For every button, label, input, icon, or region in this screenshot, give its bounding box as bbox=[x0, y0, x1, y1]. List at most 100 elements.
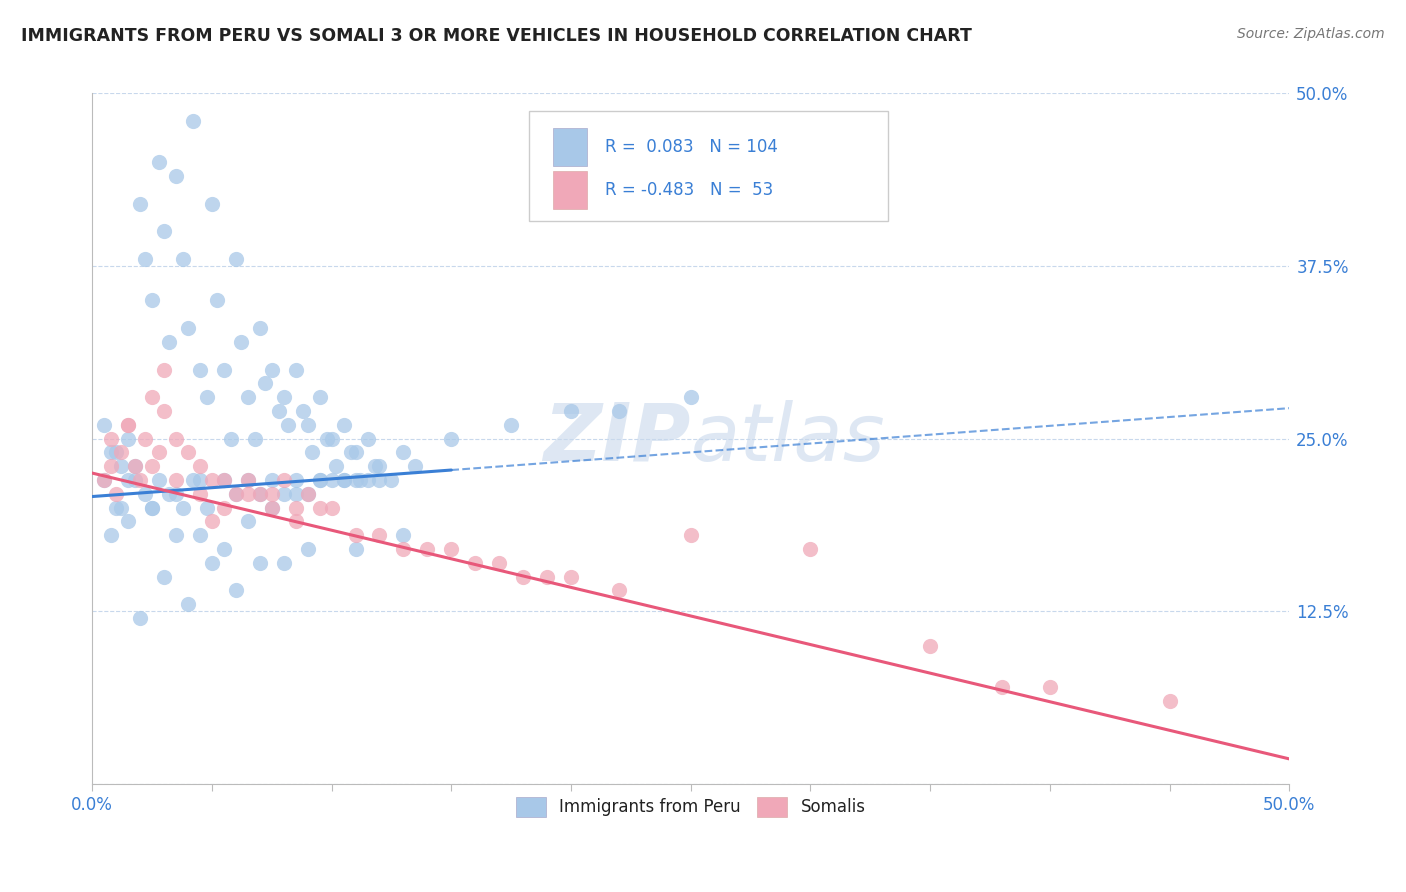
Point bbox=[188, 362, 211, 376]
Point bbox=[165, 528, 187, 542]
Point bbox=[153, 404, 176, 418]
Point bbox=[165, 473, 187, 487]
Point bbox=[679, 390, 702, 404]
Point bbox=[219, 432, 242, 446]
Point bbox=[129, 611, 152, 625]
Point bbox=[440, 541, 463, 556]
Point bbox=[205, 293, 228, 308]
Point bbox=[260, 500, 283, 515]
Point bbox=[141, 459, 163, 474]
Point bbox=[124, 459, 146, 474]
Point bbox=[141, 293, 163, 308]
Text: Source: ZipAtlas.com: Source: ZipAtlas.com bbox=[1237, 27, 1385, 41]
Point bbox=[501, 417, 523, 432]
Point bbox=[177, 597, 200, 611]
Point bbox=[464, 556, 486, 570]
Point bbox=[349, 473, 371, 487]
Point bbox=[344, 528, 367, 542]
Point bbox=[392, 541, 415, 556]
Point bbox=[157, 487, 180, 501]
Point bbox=[297, 417, 319, 432]
Point bbox=[243, 432, 266, 446]
Point bbox=[100, 432, 122, 446]
Point bbox=[249, 321, 271, 335]
Point bbox=[273, 390, 295, 404]
Point bbox=[267, 404, 290, 418]
Point bbox=[153, 224, 176, 238]
Point bbox=[188, 528, 211, 542]
Text: atlas: atlas bbox=[690, 400, 886, 477]
Point bbox=[225, 252, 247, 266]
Point bbox=[165, 169, 187, 184]
Point bbox=[679, 528, 702, 542]
Point bbox=[195, 500, 218, 515]
Point bbox=[100, 528, 122, 542]
Point bbox=[124, 459, 146, 474]
Point bbox=[93, 473, 115, 487]
Bar bbox=[553, 128, 586, 166]
Point bbox=[363, 459, 385, 474]
Point bbox=[284, 473, 307, 487]
Text: R = -0.483   N =  53: R = -0.483 N = 53 bbox=[605, 181, 773, 199]
Point bbox=[392, 445, 415, 459]
Point bbox=[321, 473, 343, 487]
Point bbox=[172, 500, 194, 515]
Point bbox=[117, 417, 139, 432]
Point bbox=[273, 556, 295, 570]
Point bbox=[560, 404, 582, 418]
Point bbox=[134, 432, 156, 446]
Point bbox=[332, 473, 354, 487]
Point bbox=[297, 541, 319, 556]
Point bbox=[799, 541, 821, 556]
Point bbox=[201, 556, 224, 570]
Point bbox=[404, 459, 426, 474]
Point bbox=[110, 445, 132, 459]
Point bbox=[212, 362, 235, 376]
Point bbox=[141, 390, 163, 404]
Point bbox=[297, 487, 319, 501]
Point bbox=[249, 487, 271, 501]
Point bbox=[124, 473, 146, 487]
Point bbox=[225, 487, 247, 501]
Point bbox=[148, 155, 170, 169]
Point bbox=[177, 321, 200, 335]
Point bbox=[368, 459, 391, 474]
Point bbox=[308, 473, 330, 487]
Point bbox=[201, 196, 224, 211]
Point bbox=[105, 487, 128, 501]
Point bbox=[291, 404, 314, 418]
Point bbox=[134, 487, 156, 501]
Point bbox=[117, 515, 139, 529]
Point bbox=[236, 515, 259, 529]
Point bbox=[212, 541, 235, 556]
Point bbox=[308, 390, 330, 404]
Text: R =  0.083   N = 104: R = 0.083 N = 104 bbox=[605, 137, 778, 155]
Point bbox=[991, 680, 1014, 694]
Point bbox=[284, 487, 307, 501]
Point bbox=[212, 500, 235, 515]
Point bbox=[236, 390, 259, 404]
Point bbox=[100, 459, 122, 474]
Point bbox=[249, 556, 271, 570]
Point bbox=[321, 432, 343, 446]
Point bbox=[225, 487, 247, 501]
Point bbox=[181, 114, 204, 128]
Point bbox=[1039, 680, 1062, 694]
Point bbox=[153, 362, 176, 376]
Point bbox=[229, 334, 252, 349]
Point bbox=[110, 459, 132, 474]
Point bbox=[392, 528, 415, 542]
Point bbox=[253, 376, 276, 391]
Point bbox=[332, 417, 354, 432]
Point bbox=[201, 515, 224, 529]
Point bbox=[488, 556, 510, 570]
Point bbox=[315, 432, 337, 446]
Point bbox=[236, 473, 259, 487]
Point bbox=[284, 362, 307, 376]
Point bbox=[308, 500, 330, 515]
Point bbox=[308, 473, 330, 487]
Point bbox=[284, 515, 307, 529]
Point bbox=[325, 459, 347, 474]
Point bbox=[212, 473, 235, 487]
Legend: Immigrants from Peru, Somalis: Immigrants from Peru, Somalis bbox=[509, 790, 872, 823]
